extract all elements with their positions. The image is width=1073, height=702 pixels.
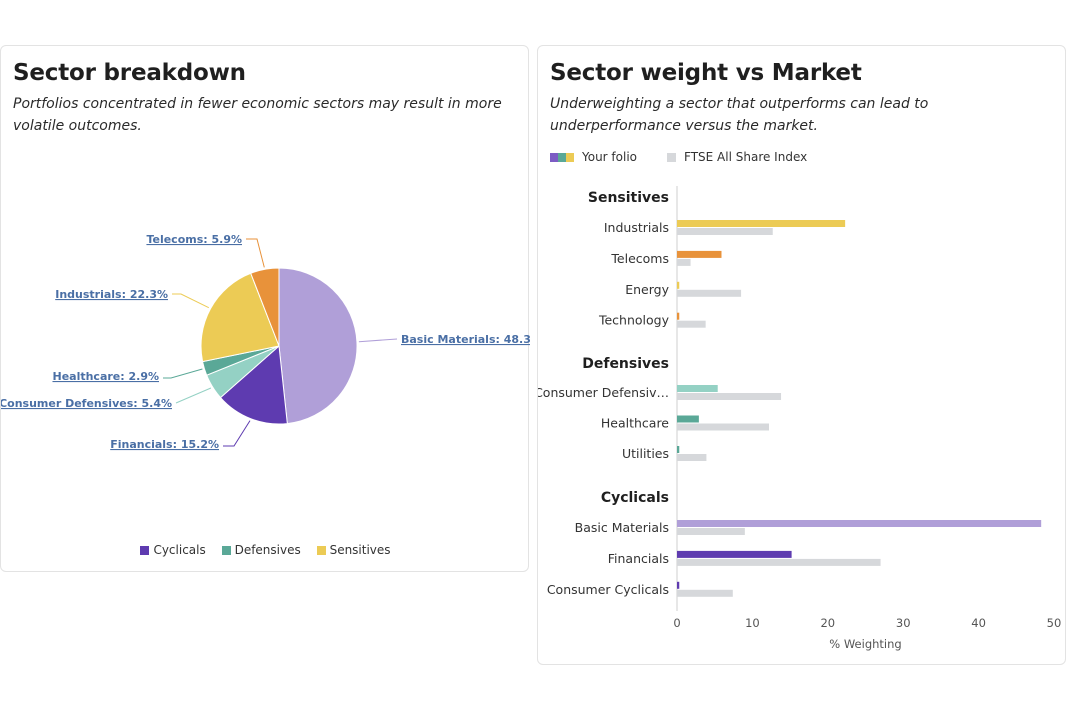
x-tick-40: 40 (971, 616, 986, 630)
bar-folio-telecoms[interactable] (677, 250, 722, 258)
legend-label-defensives: Defensives (234, 543, 301, 557)
sector-bar-chart: Sensitives Industrials Telecoms Energy Techn… (538, 186, 1062, 651)
bar-label-industrials: Industrials (604, 220, 669, 235)
legend-label-sensitives: Sensitives (329, 543, 391, 557)
x-axis-label: % Weighting (829, 637, 901, 651)
legend-item-ftse[interactable]: FTSE All Share Index (667, 150, 807, 164)
legend-item-your-folio[interactable]: Your folio (550, 150, 637, 164)
bar-index-technology[interactable] (677, 320, 706, 328)
bar-group-heading-cyclicals: Cyclicals (601, 490, 669, 506)
pie-connector-financials (223, 420, 251, 447)
pie-label-healthcare[interactable]: Healthcare: 2.9% (52, 370, 159, 383)
sector-weight-subtitle: Underweighting a sector that outperforms… (550, 96, 929, 134)
bar-index-financials[interactable] (677, 558, 881, 566)
bar-folio-energy[interactable] (677, 281, 680, 289)
pie-connector-telecoms (246, 238, 265, 268)
legend-swatch-cyclicals (140, 545, 150, 555)
bar-label-basic-materials: Basic Materials (575, 520, 669, 535)
bar-index-industrials[interactable] (677, 228, 773, 235)
sector-weight-title: Sector weight vs Market (550, 60, 862, 86)
x-tick-10: 10 (745, 616, 760, 630)
legend-swatch-your-folio (550, 152, 574, 162)
pie-label-basic-materials[interactable]: Basic Materials: 48.3% (401, 333, 530, 346)
bar-folio-industrials[interactable] (677, 220, 846, 227)
bar-label-energy: Energy (625, 282, 669, 297)
bar-folio-utilities[interactable] (677, 446, 680, 453)
bar-folio-basic-materials[interactable] (677, 520, 1042, 527)
bar-folio-financials[interactable] (677, 550, 792, 558)
pie-label-industrials[interactable]: Industrials: 22.3% (55, 288, 168, 301)
pie-connector-basic-materials (358, 338, 398, 343)
pie-slice-industrials[interactable] (200, 272, 280, 363)
legend-label-your-folio: Your folio (582, 150, 638, 164)
bar-label-financials: Financials (608, 551, 669, 566)
legend-swatch-sensitives (316, 545, 326, 555)
bar-group-heading-defensives: Defensives (582, 356, 669, 372)
bar-index-energy[interactable] (677, 289, 742, 297)
bar-index-consumer-defensiv[interactable] (677, 393, 782, 400)
sector-breakdown-subtitle: Portfolios concentrated in fewer economi… (13, 96, 502, 134)
bar-folio-consumer-cyclicals[interactable] (677, 581, 680, 589)
bar-group-heading-sensitives: Sensitives (588, 190, 669, 206)
bar-index-consumer-cyclicals[interactable] (677, 589, 733, 597)
bar-label-technology: Technology (598, 313, 670, 328)
pie-label-consumer-defensives[interactable]: Consumer Defensives: 5.4% (1, 397, 172, 410)
bar-legend: Your folio FTSE All Share Index (550, 150, 837, 164)
legend-item-cyclicals[interactable]: Cyclicals (140, 543, 206, 557)
pie-connector-healthcare (163, 368, 203, 379)
pie-legend: Cyclicals Defensives Sensitives (1, 543, 530, 558)
x-tick-30: 30 (896, 616, 911, 630)
bar-label-consumer-defensiv: Consumer Defensiv… (538, 385, 669, 400)
pie-connector-industrials (172, 293, 210, 309)
x-tick-20: 20 (820, 616, 835, 630)
pie-slice-telecoms[interactable] (250, 267, 280, 347)
legend-item-sensitives[interactable]: Sensitives (316, 543, 391, 557)
bar-label-healthcare: Healthcare (601, 416, 669, 431)
legend-label-ftse: FTSE All Share Index (684, 150, 808, 164)
legend-swatch-defensives (221, 545, 231, 555)
pie-label-financials[interactable]: Financials: 15.2% (110, 438, 219, 451)
bar-folio-technology[interactable] (677, 312, 680, 320)
bar-index-utilities[interactable] (677, 454, 707, 461)
bar-label-utilities: Utilities (622, 446, 669, 461)
x-tick-0: 0 (673, 616, 680, 630)
bar-index-telecoms[interactable] (677, 258, 691, 266)
legend-item-defensives[interactable]: Defensives (221, 543, 301, 557)
bar-index-healthcare[interactable] (677, 423, 769, 431)
sector-breakdown-title: Sector breakdown (13, 60, 246, 86)
pie-connector-consumer-defensives (175, 387, 212, 404)
bar-folio-healthcare[interactable] (677, 415, 699, 423)
legend-label-cyclicals: Cyclicals (153, 543, 206, 557)
x-tick-50: 50 (1047, 616, 1062, 630)
sector-weight-card: Sector weight vs Market Underweighting a… (537, 45, 1066, 665)
legend-swatch-ftse (667, 152, 677, 162)
bar-label-consumer-cyclicals: Consumer Cyclicals (547, 582, 669, 597)
bar-label-telecoms: Telecoms (610, 251, 669, 266)
bar-index-basic-materials[interactable] (677, 528, 745, 535)
sector-breakdown-card: Sector breakdown Portfolios concentrated… (0, 45, 530, 572)
bar-folio-consumer-defensiv[interactable] (677, 385, 718, 392)
pie-slice-financials[interactable] (219, 344, 288, 425)
pie-slice-basic-materials[interactable] (278, 267, 358, 425)
pie-label-telecoms[interactable]: Telecoms: 5.9% (146, 233, 242, 246)
sector-pie-chart: Basic Materials: 48.3% Financials: 15.2% C… (1, 233, 530, 451)
